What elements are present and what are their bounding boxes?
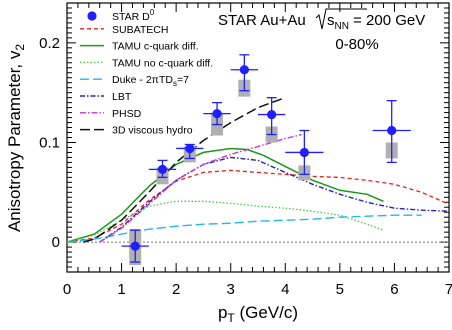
tick-labels: 0 1 2 3 4 5 6 7 0 0.1 0.2 xyxy=(39,35,452,298)
curve-phsd xyxy=(99,133,302,243)
legend-entry: TAMU c-quark diff. xyxy=(80,41,199,53)
curve-tamu-no-c-quark-diff- xyxy=(66,200,384,243)
data-point xyxy=(372,99,411,164)
y-tick-label: 0 xyxy=(52,234,60,251)
legend-label: LBT xyxy=(112,91,132,103)
x-tick-label: 1 xyxy=(117,281,125,298)
data-marker xyxy=(299,147,309,158)
x-axis-title: pT (GeV/c) xyxy=(218,303,298,325)
centrality-label: 0-80% xyxy=(335,36,378,53)
tick-marks xyxy=(66,2,450,273)
legend-entry: SUBATECH xyxy=(80,24,168,36)
data-point xyxy=(176,143,204,163)
legend-label: 3D viscous hydro xyxy=(112,125,193,137)
x-tick-label: 5 xyxy=(336,281,344,298)
data-marker xyxy=(239,65,249,75)
legend-label: TAMU c-quark diff. xyxy=(112,41,199,53)
curve-lbt xyxy=(99,156,450,243)
legend-entry: PHSD xyxy=(80,108,142,120)
legend-entry: LBT xyxy=(80,91,132,103)
star-data-points xyxy=(121,54,411,266)
legend-marker xyxy=(87,11,97,21)
x-tick-label: 4 xyxy=(281,281,289,298)
data-marker xyxy=(212,108,222,119)
data-point xyxy=(258,96,286,143)
legend-entry-star-d0: STAR D0 xyxy=(87,8,155,23)
data-point xyxy=(230,54,258,97)
legend-entry: 3D viscous hydro xyxy=(80,125,193,137)
collision-system-label: STAR Au+Au xyxy=(218,12,306,29)
curve-subatech xyxy=(66,169,450,243)
data-point xyxy=(148,159,177,185)
curve-duke-2-td-s-7 xyxy=(66,214,422,243)
legend-label: STAR D0 xyxy=(112,8,155,23)
data-marker xyxy=(267,109,277,120)
data-marker xyxy=(157,164,168,174)
legend-label: SUBATECH xyxy=(112,24,168,36)
model-curves xyxy=(66,96,450,243)
sqrt-symbol xyxy=(315,8,367,30)
y-tick-label: 0.2 xyxy=(39,35,60,52)
data-marker xyxy=(185,143,195,154)
x-tick-label: 6 xyxy=(390,281,398,298)
svg-text:sNN = 200 GeV: sNN = 200 GeV xyxy=(327,12,425,32)
data-point xyxy=(121,229,149,266)
legend-entry: TAMU no c-quark diff. xyxy=(80,57,213,69)
x-tick-label: 0 xyxy=(63,281,71,298)
energy-label: sNN = 200 GeV xyxy=(315,8,425,32)
data-point xyxy=(203,101,231,136)
legend-entry: Duke - 2πTDs=7 xyxy=(80,74,189,88)
data-marker xyxy=(387,125,397,136)
legend-label: PHSD xyxy=(112,108,142,120)
data-point xyxy=(285,129,324,181)
legend-label: TAMU no c-quark diff. xyxy=(112,57,213,69)
curve-tamu-c-quark-diff- xyxy=(66,147,384,243)
curve-3d-viscous-hydro xyxy=(83,96,286,243)
x-tick-label: 7 xyxy=(445,281,452,298)
y-axis-title: Anisotropy Parameter, v2 xyxy=(5,44,27,232)
x-tick-label: 2 xyxy=(172,281,180,298)
data-marker xyxy=(130,241,140,251)
y-tick-label: 0.1 xyxy=(39,134,60,151)
legend-label: Duke - 2πTDs=7 xyxy=(112,74,189,88)
x-tick-label: 3 xyxy=(227,281,235,298)
